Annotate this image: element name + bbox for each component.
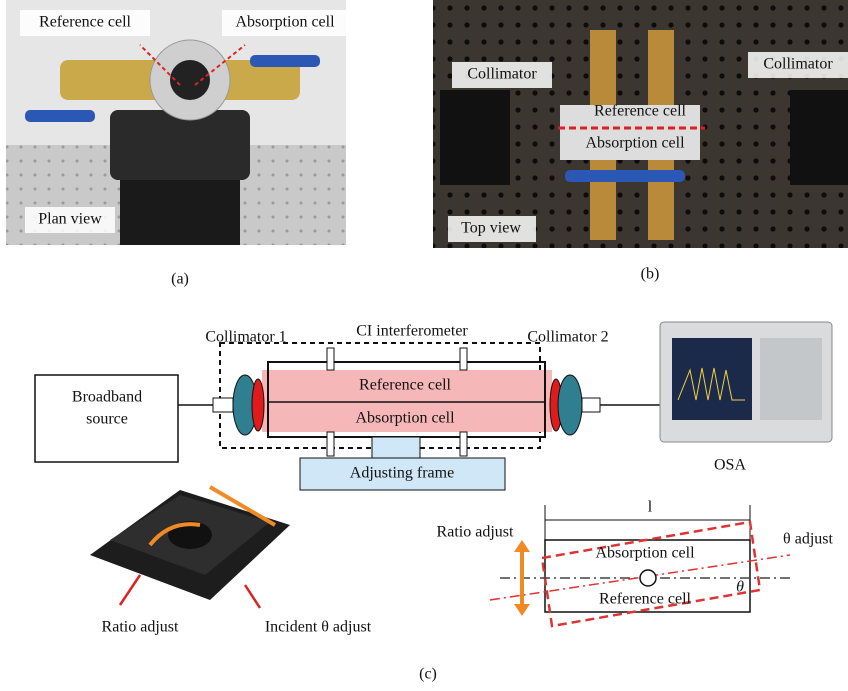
- label: Absorption cell: [595, 545, 695, 562]
- osa-trace: [677, 367, 745, 401]
- valve-handle: [250, 55, 320, 67]
- caption: (b): [641, 266, 660, 283]
- valve-handle: [565, 170, 685, 182]
- flange: [326, 347, 335, 371]
- osa-device: [659, 321, 833, 443]
- label: Absorption cell: [355, 410, 455, 427]
- caption: (c): [419, 666, 437, 683]
- angle-label: θ: [736, 579, 744, 596]
- source-box: [34, 374, 179, 463]
- osa-keypad: [760, 338, 822, 420]
- length-label: l: [648, 499, 653, 516]
- flange: [459, 347, 468, 371]
- source-label: Broadband: [72, 389, 142, 406]
- flange: [459, 431, 468, 457]
- label: Collimator 1: [205, 329, 286, 346]
- label: OSA: [714, 457, 746, 474]
- rotation-stage: [110, 110, 250, 180]
- valve-handle: [25, 110, 95, 122]
- flange: [326, 431, 335, 457]
- label: Reference cell: [594, 103, 686, 120]
- rotated-cell: [540, 520, 762, 628]
- stage-base: [120, 175, 240, 245]
- label-bg: [748, 52, 848, 78]
- label: Top view: [461, 220, 521, 237]
- photo-top-view: Collimator Collimator Reference cell Abs…: [433, 0, 848, 248]
- arrow-head: [514, 540, 530, 552]
- arrow: [148, 522, 201, 547]
- label-bg: [25, 207, 115, 233]
- label: Absorption cell: [585, 135, 685, 152]
- frame-post: [371, 436, 421, 459]
- arrow-head: [514, 604, 530, 616]
- beam: [262, 370, 552, 432]
- label-bg: [452, 62, 552, 88]
- photo-plan-view: Reference cell Absorption cell Plan view: [6, 0, 347, 245]
- arrow-reference: [139, 44, 181, 86]
- label-bg: [448, 216, 536, 242]
- label: Reference cell: [599, 591, 691, 608]
- label: Collimator: [763, 56, 833, 73]
- adjusting-frame: [299, 457, 506, 491]
- arrow: [208, 485, 277, 527]
- label: Plan view: [38, 211, 102, 228]
- arrow: [118, 574, 142, 606]
- label: CI interferometer: [356, 323, 468, 340]
- label: Incident θ adjust: [265, 619, 372, 636]
- collimator-mount: [440, 90, 510, 185]
- arrow-absorption: [194, 44, 246, 86]
- label: Ratio adjust: [437, 524, 514, 541]
- label: Collimator: [467, 66, 537, 83]
- stage-drawing: [90, 485, 290, 609]
- arrow: [243, 584, 262, 609]
- label: Absorption cell: [235, 14, 335, 31]
- caption: (a): [171, 271, 189, 288]
- connector: [581, 397, 601, 413]
- label: θ adjust: [783, 531, 833, 548]
- collimator-lens: [251, 378, 265, 432]
- collimator-mount: [790, 90, 848, 185]
- label-bg: [20, 10, 150, 36]
- cell-outline: [544, 539, 751, 613]
- label: Reference cell: [39, 14, 131, 31]
- cell-window: [170, 60, 210, 100]
- label: Reference cell: [359, 377, 451, 394]
- stage-center: [168, 521, 212, 549]
- cell-body: [560, 105, 700, 160]
- frame-label: Adjusting frame: [350, 465, 454, 482]
- pivot: [639, 569, 657, 587]
- connector: [212, 397, 234, 413]
- label-bg: [222, 10, 347, 36]
- source-label: source: [86, 411, 128, 428]
- collimator-lens: [557, 374, 583, 436]
- label: Collimator 2: [527, 329, 608, 346]
- label: Ratio adjust: [102, 619, 179, 636]
